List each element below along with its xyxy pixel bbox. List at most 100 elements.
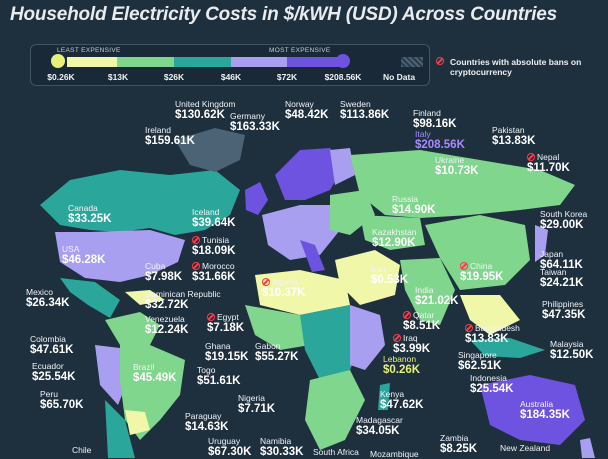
- country-value: $159.61K: [145, 134, 195, 147]
- country-value: $8.51K: [403, 319, 441, 332]
- country-label: Colombia $47.61K: [30, 335, 73, 356]
- country-label: Sweden $113.86K: [340, 100, 389, 121]
- country-name: India: [415, 285, 434, 295]
- region-east-africa: [350, 305, 385, 370]
- country-value: $163.33K: [230, 120, 280, 133]
- legend-swatch-3: [174, 57, 231, 67]
- country-label: Canada $33.25K: [68, 204, 111, 225]
- country-name: Pakistan: [492, 125, 525, 135]
- country-label: Australia $184.35K: [520, 400, 570, 421]
- country-value: $34.05K: [356, 424, 400, 437]
- country-value: $39.64K: [192, 216, 236, 229]
- legend-tick-0: $0.26K: [47, 72, 75, 82]
- country-value: $13.83K: [492, 134, 536, 147]
- country-label: South Africa: [313, 448, 359, 457]
- country-value: $19.15K: [205, 350, 249, 363]
- country-value: $8.25K: [440, 442, 478, 455]
- country-name: Kenya: [380, 389, 405, 399]
- country-value: $47.61K: [30, 343, 74, 356]
- legend-tick-1: $13K: [107, 72, 129, 82]
- country-value: $25.54K: [32, 370, 76, 383]
- country-name: Mexico: [26, 287, 53, 297]
- country-value: $47.62K: [380, 398, 424, 411]
- region-iceland: [205, 190, 230, 205]
- country-value: $26.34K: [26, 296, 70, 309]
- country-label: Norway $48.42K: [285, 100, 328, 121]
- country-name: Nigeria: [238, 393, 265, 403]
- country-value: $29.00K: [540, 218, 584, 231]
- region-new-zealand: [580, 438, 595, 458]
- region-colombia-venezuela: [105, 312, 160, 345]
- country-value: $10.73K: [435, 164, 479, 177]
- country-name: Peru: [40, 389, 58, 399]
- country-value: $184.35K: [520, 408, 570, 421]
- country-name: Zambia: [440, 433, 469, 443]
- country-value: $18.09K: [192, 244, 236, 257]
- country-name: Norway: [285, 99, 314, 109]
- country-name: Togo: [197, 365, 216, 375]
- country-label: Qatar $8.51K: [403, 311, 440, 332]
- bulb-low-icon: [51, 54, 65, 68]
- region-australia: [480, 375, 585, 445]
- region-chile-argentina: [105, 400, 135, 458]
- ban-icon: [436, 57, 444, 65]
- country-value: $7.98K: [145, 270, 183, 283]
- region-russia: [350, 150, 575, 218]
- country-name: Australia: [520, 399, 554, 409]
- country-value: $31.66K: [192, 270, 236, 283]
- country-value: $3.99K: [393, 342, 431, 355]
- country-value: $67.30K: [208, 445, 252, 458]
- country-name: United Kingdom: [175, 99, 236, 109]
- legend-swatch-4: [231, 57, 287, 67]
- country-value: $47.35K: [542, 308, 586, 321]
- country-name: Colombia: [30, 334, 66, 344]
- country-label: Bangladesh $13.83K: [465, 324, 520, 345]
- country-label: Madagascar $34.05K: [356, 416, 403, 437]
- country-name: Gabon: [255, 341, 281, 351]
- country-value: $130.62K: [175, 108, 225, 121]
- region-finland: [330, 148, 355, 185]
- country-label: Iran $0.53K: [371, 265, 408, 286]
- country-name: South Africa: [313, 447, 359, 457]
- ban-icon: [393, 334, 401, 342]
- legend-most-label: MOST EXPENSIVE: [269, 47, 331, 54]
- country-label: Taiwan $24.21K: [540, 268, 583, 289]
- country-value: $46.28K: [62, 253, 106, 266]
- country-label: Ireland $159.61K: [145, 126, 195, 147]
- country-name: Sweden: [340, 99, 371, 109]
- ban-legend-text: Countries with absolute bans on cryptocu…: [450, 57, 582, 77]
- country-label: Lebanon $0.26K: [383, 355, 420, 376]
- country-value: $0.26K: [383, 363, 421, 376]
- country-name: Chile: [72, 445, 92, 455]
- region-kazakhstan: [360, 215, 425, 250]
- country-name: Italy: [415, 129, 431, 139]
- region-canada: [40, 170, 240, 235]
- country-name: Ireland: [145, 125, 171, 135]
- region-greenland: [175, 128, 245, 172]
- legend-tick-2: $26K: [163, 72, 185, 82]
- region-madagascar: [378, 383, 390, 410]
- country-label: Chile: [72, 446, 91, 455]
- country-label: Zambia $8.25K: [440, 434, 477, 455]
- region-mexico: [60, 278, 120, 318]
- country-label: Paraguay $14.63K: [185, 412, 228, 433]
- legend-tick-5: $208.56K: [324, 72, 362, 82]
- country-name: Uruguay: [208, 436, 241, 446]
- country-label: Japan $64.11K: [540, 250, 583, 271]
- region-west-africa: [245, 305, 310, 350]
- country-label: Singapore $62.51K: [458, 351, 501, 372]
- country-label: Algeria $10.37K: [262, 278, 305, 299]
- country-name: Cuba: [145, 261, 166, 271]
- country-value: $98.16K: [413, 117, 457, 130]
- region-north-africa: [255, 270, 350, 315]
- country-label: United Kingdom $130.62K: [175, 100, 235, 121]
- country-name: Egypt: [207, 313, 244, 322]
- country-name: Finland: [413, 108, 441, 118]
- country-name: Morocco: [192, 262, 235, 271]
- country-label: New Zealand: [500, 444, 550, 453]
- country-value: $14.90K: [392, 203, 436, 216]
- chart-title: Household Electricity Costs in $/kWH (US…: [10, 4, 558, 25]
- country-label: Gabon $55.27K: [255, 342, 298, 363]
- country-value: $64.11K: [540, 258, 583, 271]
